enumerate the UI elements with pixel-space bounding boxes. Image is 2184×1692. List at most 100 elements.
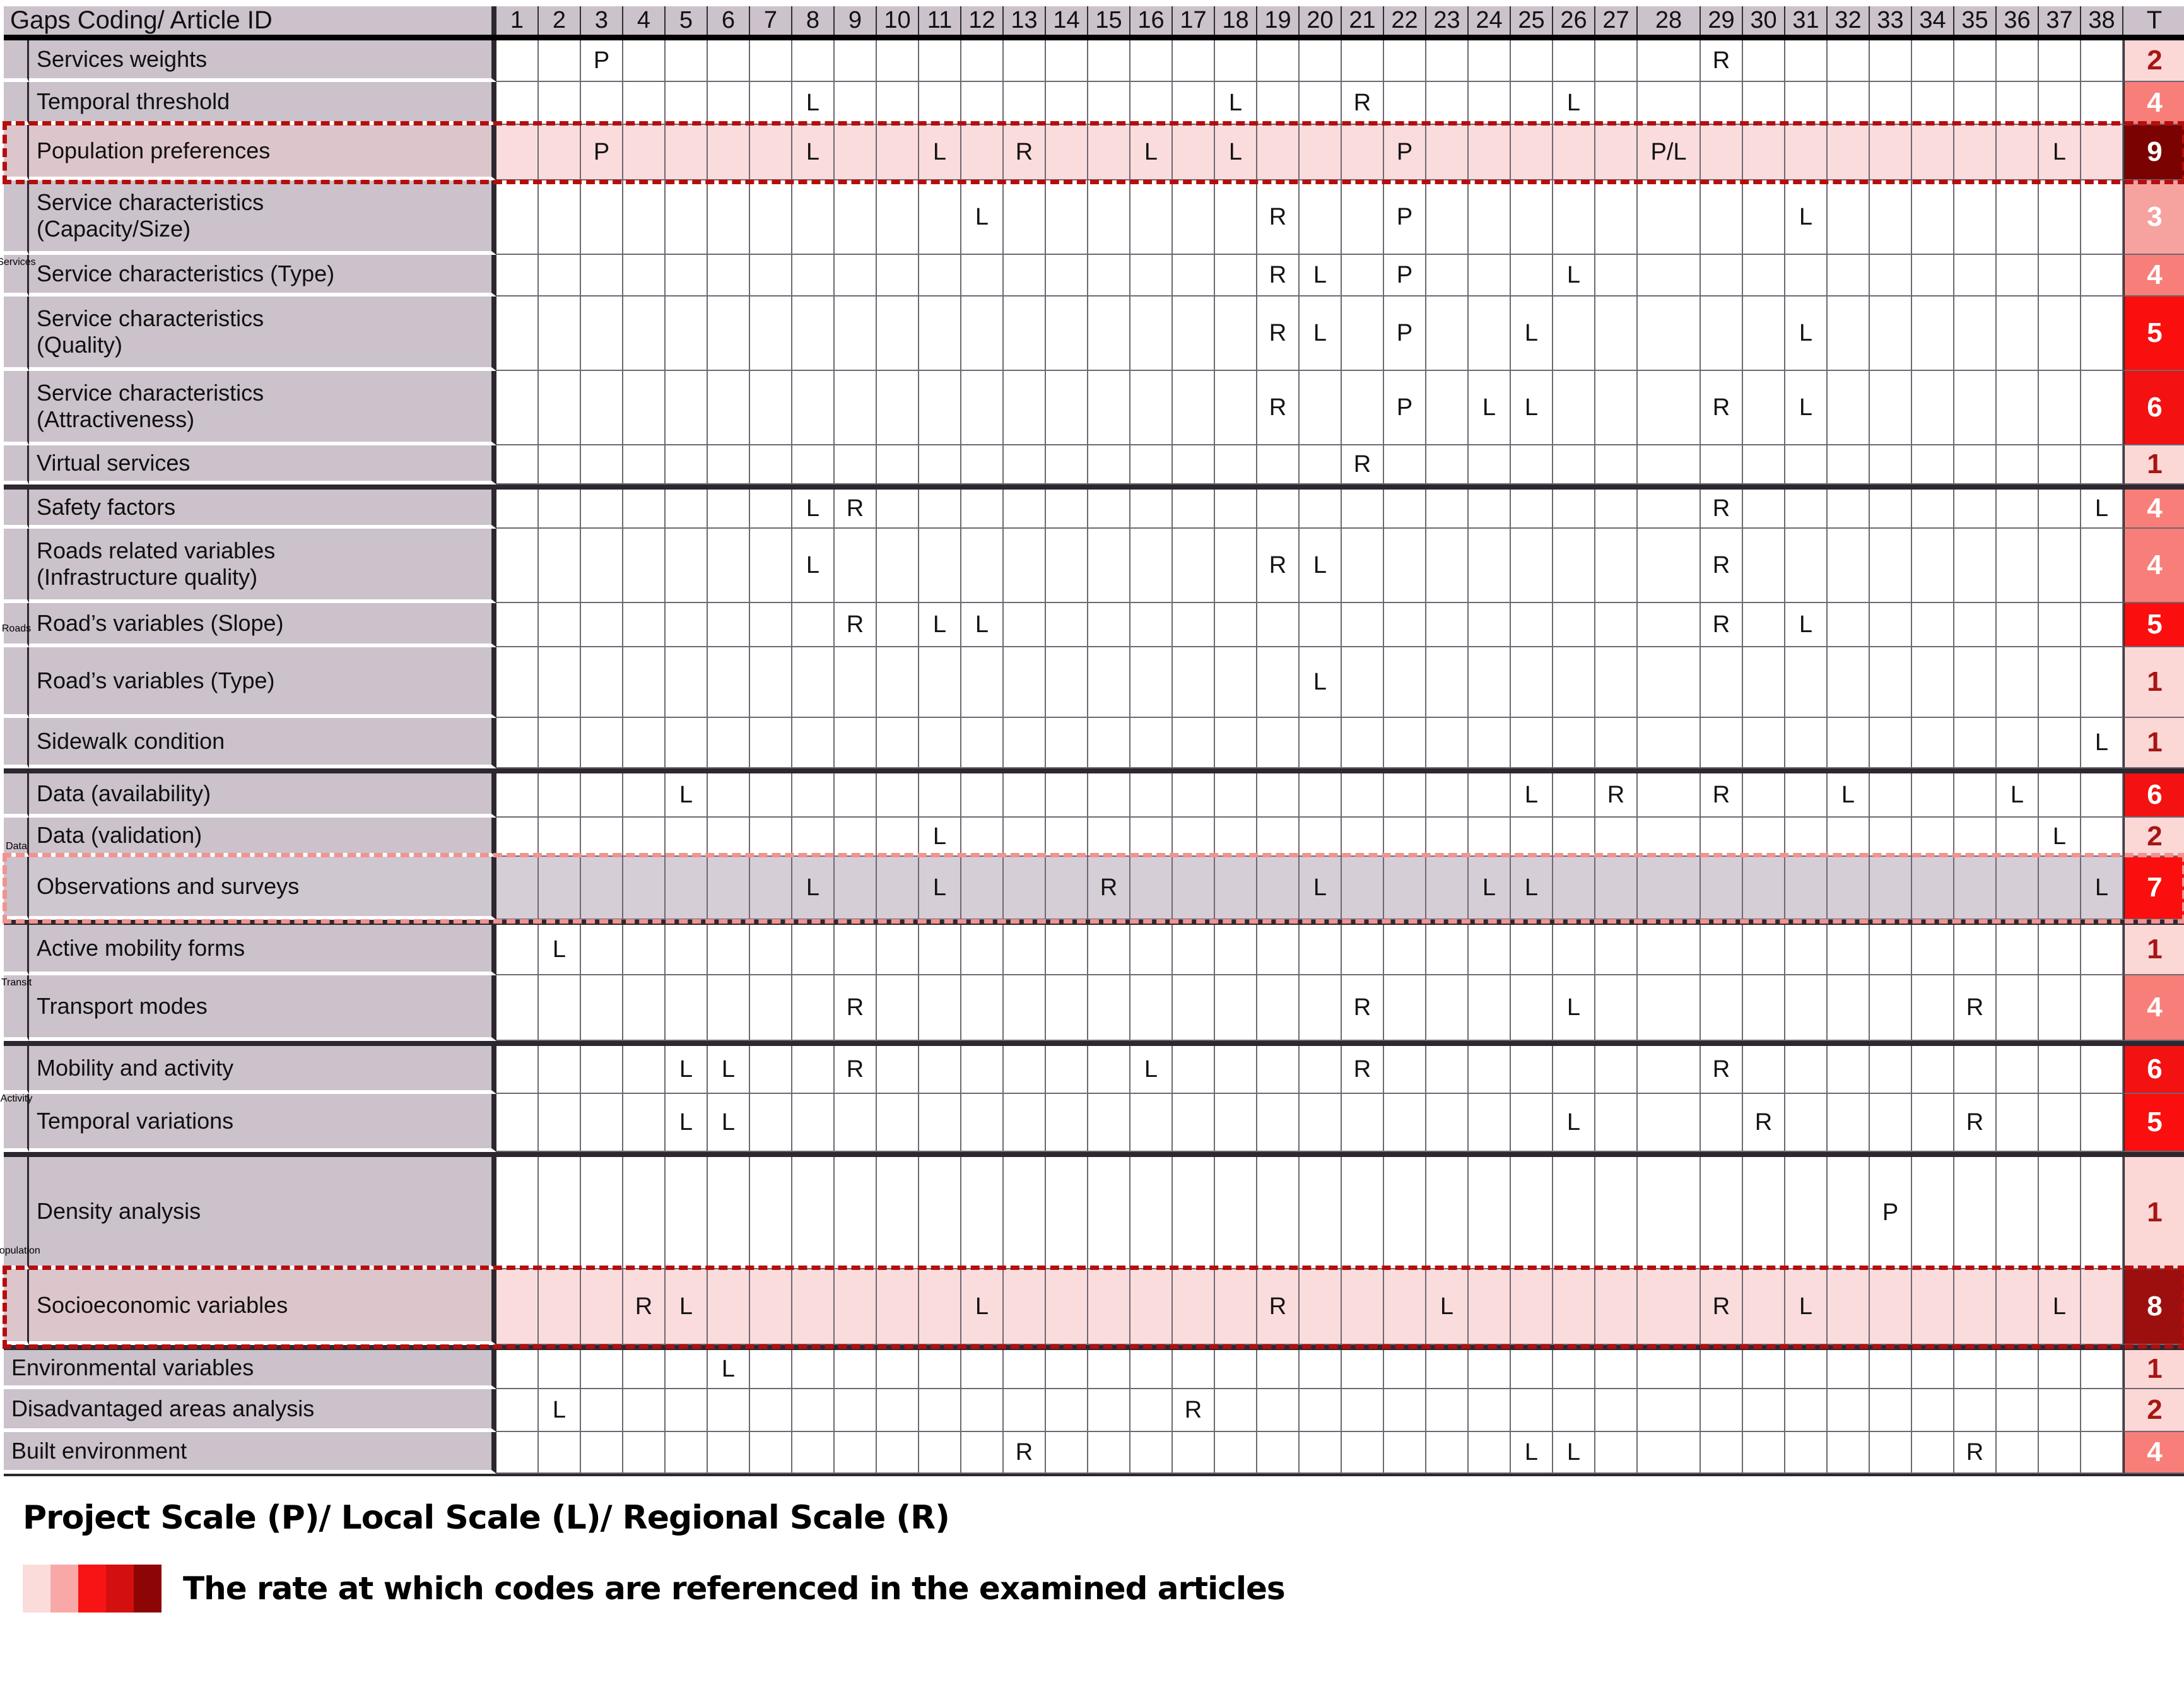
matrix-cell bbox=[919, 1094, 961, 1152]
matrix-cell bbox=[792, 255, 835, 297]
matrix-cell bbox=[877, 1094, 919, 1152]
row-total: 4 bbox=[2123, 255, 2184, 297]
row-total: 6 bbox=[2123, 773, 2184, 818]
column-header: 38 bbox=[2081, 6, 2123, 35]
row-total: 5 bbox=[2123, 297, 2184, 371]
matrix-cell bbox=[1553, 857, 1595, 920]
matrix-cell: L bbox=[1785, 1269, 1828, 1345]
matrix-cell: L bbox=[666, 1269, 708, 1345]
matrix-cell bbox=[496, 180, 539, 255]
matrix-cell bbox=[539, 1046, 581, 1094]
matrix-cell: R bbox=[1954, 1094, 1997, 1152]
table-row: Road’s variables (Slope) R L L R L 5 bbox=[4, 603, 2184, 647]
matrix-cell: L bbox=[792, 490, 835, 529]
matrix-cell bbox=[1638, 818, 1701, 857]
matrix-cell bbox=[581, 445, 623, 485]
matrix-cell bbox=[1595, 297, 1638, 371]
group-strip bbox=[4, 1046, 29, 1094]
matrix-cell bbox=[919, 490, 961, 529]
matrix-cell: P bbox=[581, 40, 623, 82]
matrix-cell bbox=[539, 180, 581, 255]
matrix-cell bbox=[1257, 773, 1300, 818]
matrix-cell bbox=[1426, 371, 1469, 445]
matrix-cell bbox=[2081, 603, 2123, 647]
matrix-cell bbox=[835, 1350, 877, 1389]
matrix-cell bbox=[1046, 603, 1088, 647]
matrix-cell bbox=[1342, 718, 1384, 768]
matrix-cell bbox=[1954, 773, 1997, 818]
matrix-cell bbox=[666, 490, 708, 529]
matrix-cell bbox=[1870, 445, 1912, 485]
matrix-cell bbox=[750, 1432, 792, 1474]
matrix-cell bbox=[1130, 445, 1173, 485]
matrix-cell bbox=[1743, 603, 1785, 647]
matrix-cell bbox=[792, 371, 835, 445]
matrix-cell bbox=[708, 125, 750, 180]
matrix-cell bbox=[1638, 603, 1701, 647]
matrix-cell bbox=[1384, 857, 1426, 920]
matrix-cell bbox=[1997, 445, 2039, 485]
row-label: Observations and surveys bbox=[29, 857, 496, 920]
group-divider bbox=[4, 1345, 2184, 1350]
matrix-cell bbox=[1511, 1350, 1553, 1389]
matrix-cell bbox=[1828, 1094, 1870, 1152]
matrix-cell bbox=[1215, 925, 1257, 975]
matrix-cell bbox=[496, 718, 539, 768]
matrix-cell bbox=[1997, 180, 2039, 255]
matrix-cell bbox=[919, 1350, 961, 1389]
matrix-cell bbox=[1997, 1046, 2039, 1094]
matrix-cell bbox=[2039, 371, 2081, 445]
matrix-cell bbox=[919, 255, 961, 297]
matrix-cell bbox=[1912, 647, 1954, 718]
matrix-cell bbox=[1997, 297, 2039, 371]
matrix-cell bbox=[1912, 1046, 1954, 1094]
row-label: Temporal threshold bbox=[29, 82, 496, 125]
group-strip bbox=[4, 371, 29, 445]
matrix-cell bbox=[1743, 857, 1785, 920]
matrix-cell bbox=[1553, 773, 1595, 818]
matrix-cell bbox=[1130, 490, 1173, 529]
matrix-cell: R bbox=[1173, 1389, 1215, 1432]
group-strip bbox=[4, 1157, 29, 1269]
matrix-cell: L bbox=[666, 1094, 708, 1152]
matrix-cell bbox=[1130, 40, 1173, 82]
matrix-cell bbox=[1595, 718, 1638, 768]
rate-color-scale bbox=[23, 1565, 161, 1613]
matrix-cell bbox=[496, 1350, 539, 1389]
matrix-cell bbox=[877, 818, 919, 857]
table-row: Temporal threshold L L R L 4 bbox=[4, 82, 2184, 125]
matrix-cell bbox=[1743, 718, 1785, 768]
matrix-cell bbox=[1828, 371, 1870, 445]
matrix-cell bbox=[835, 371, 877, 445]
matrix-cell bbox=[1173, 490, 1215, 529]
matrix-cell bbox=[1997, 1389, 2039, 1432]
matrix-cell bbox=[877, 1389, 919, 1432]
group-strip bbox=[4, 529, 29, 603]
matrix-cell bbox=[1384, 818, 1426, 857]
matrix-cell bbox=[708, 857, 750, 920]
matrix-cell bbox=[1046, 857, 1088, 920]
row-label: Roads related variables (Infrastructure … bbox=[29, 529, 496, 603]
matrix-cell bbox=[877, 255, 919, 297]
matrix-cell bbox=[1828, 297, 1870, 371]
matrix-cell bbox=[1785, 1350, 1828, 1389]
matrix-cell bbox=[1595, 1157, 1638, 1269]
matrix-cell bbox=[1954, 529, 1997, 603]
matrix-cell: L bbox=[1511, 297, 1553, 371]
group-strip bbox=[4, 857, 29, 920]
matrix-cell bbox=[1595, 818, 1638, 857]
matrix-cell: L bbox=[1215, 125, 1257, 180]
matrix-cell bbox=[835, 529, 877, 603]
matrix-cell: P bbox=[581, 125, 623, 180]
matrix-cell bbox=[496, 603, 539, 647]
row-label: Service characteristics (Type) bbox=[29, 255, 496, 297]
matrix-cell bbox=[1553, 490, 1595, 529]
matrix-cell: L bbox=[1511, 857, 1553, 920]
matrix-cell bbox=[623, 297, 666, 371]
matrix-cell bbox=[919, 1046, 961, 1094]
group-strip bbox=[4, 975, 29, 1041]
matrix-cell bbox=[1595, 1094, 1638, 1152]
matrix-cell bbox=[1785, 529, 1828, 603]
matrix-cell: L bbox=[1426, 1269, 1469, 1345]
